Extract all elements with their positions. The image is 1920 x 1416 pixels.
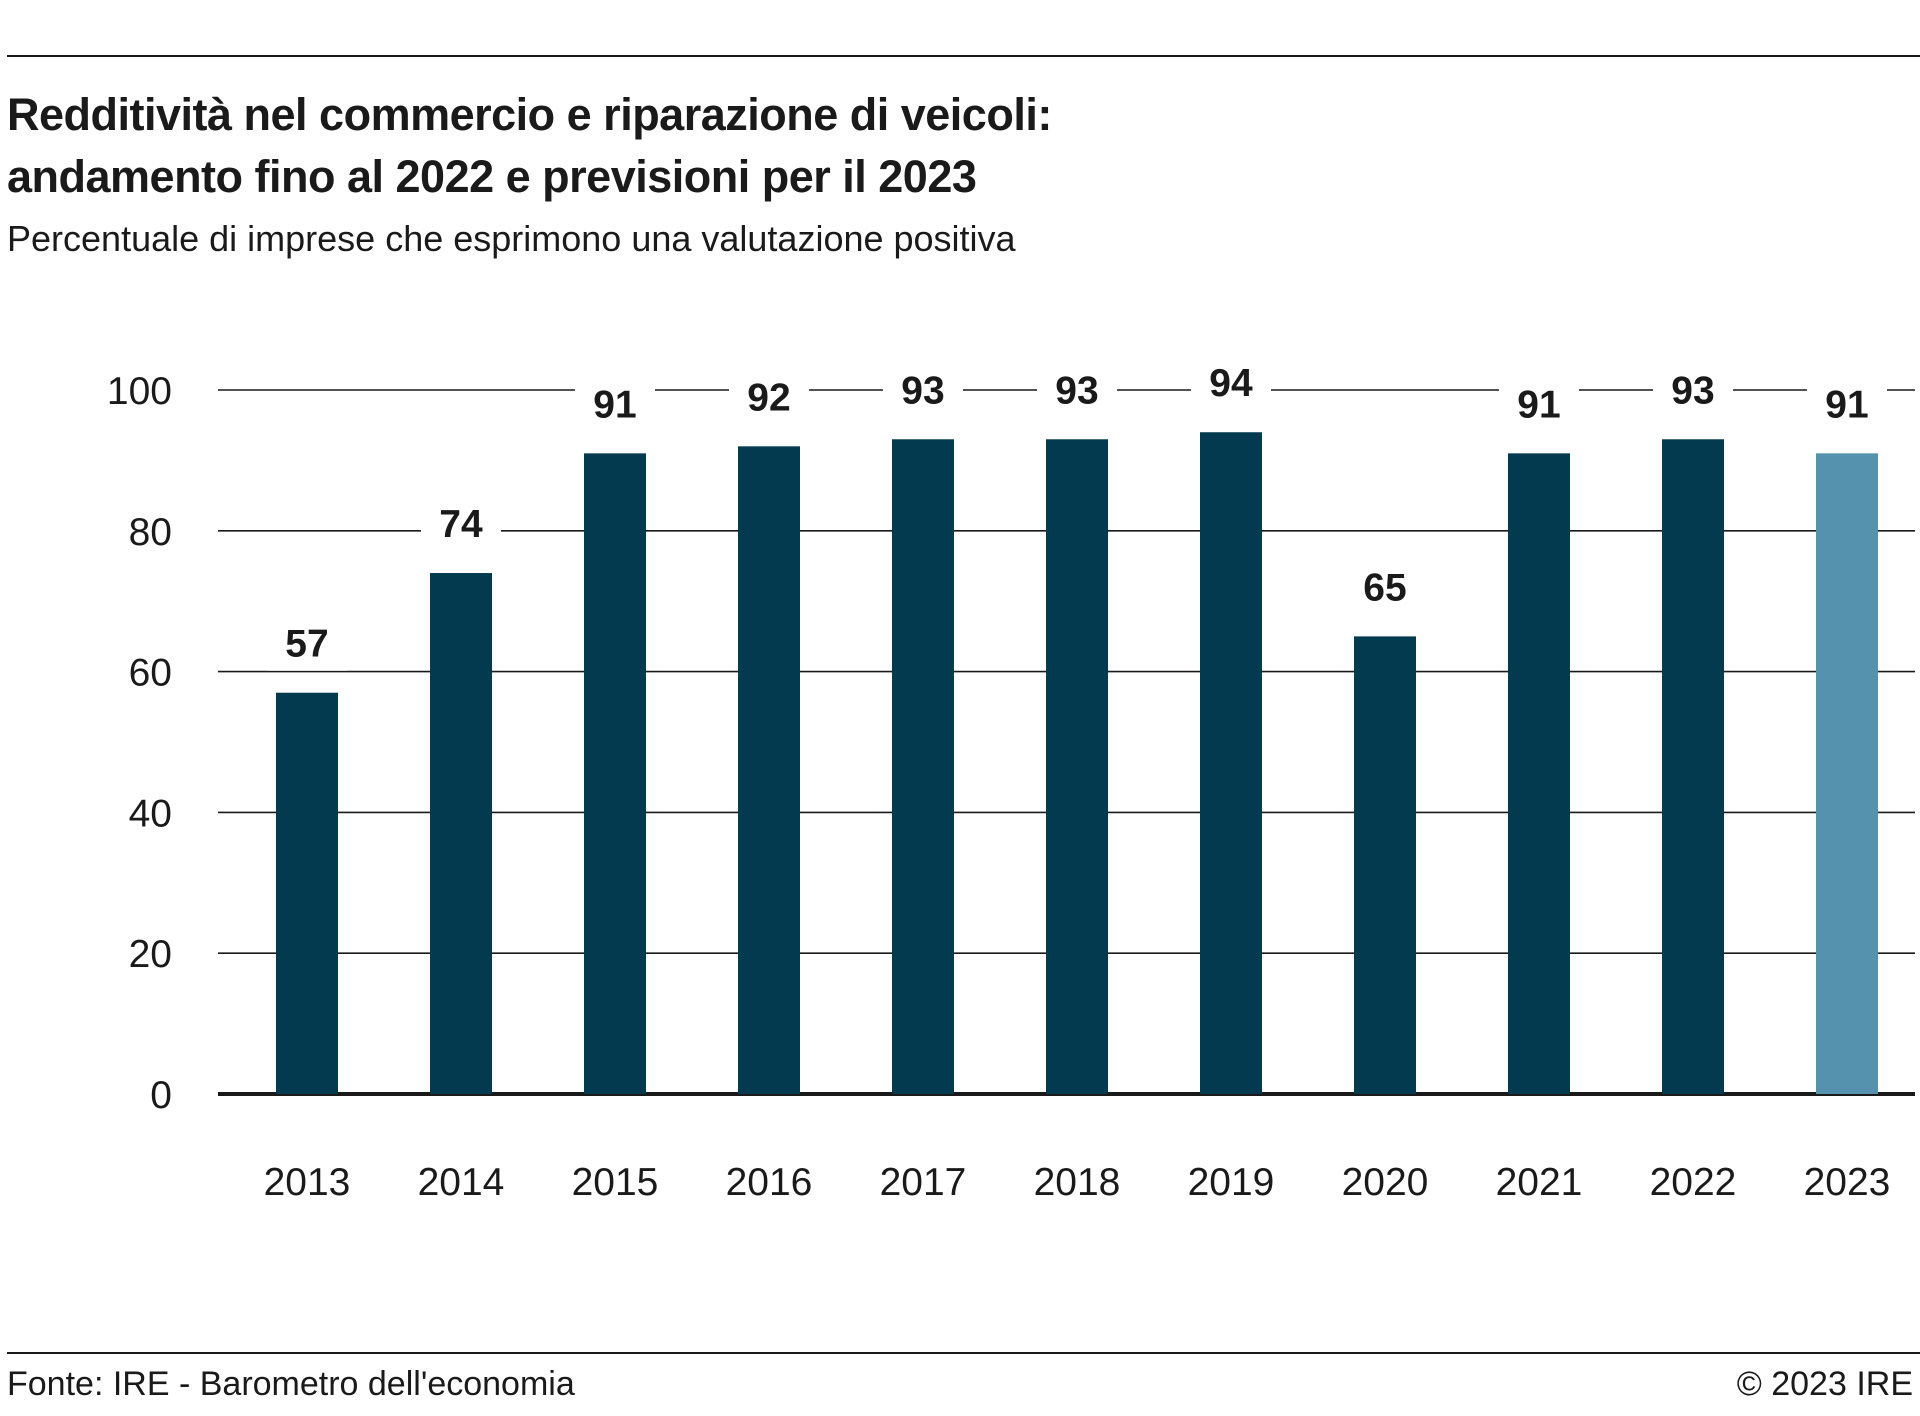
bars [276, 432, 1878, 1094]
bottom-rule [7, 1352, 1920, 1354]
bar-2020 [1354, 636, 1416, 1094]
bar-2018 [1046, 439, 1108, 1094]
y-tick-label: 0 [150, 1074, 172, 1117]
bar-2019 [1200, 432, 1262, 1094]
bar-2023 [1816, 453, 1878, 1094]
data-label-background [267, 620, 347, 671]
data-label-2021: 91 [1517, 383, 1560, 426]
y-tick-label: 40 [129, 792, 172, 835]
x-tick-label-2013: 2013 [264, 1161, 351, 1204]
bar-2015 [584, 453, 646, 1094]
source-note: Fonte: IRE - Barometro dell'economia [7, 1365, 575, 1403]
chart-title-line-2: andamento fino al 2022 e previsioni per … [7, 151, 977, 202]
y-axis-ticks: 0 20 40 60 80 100 [107, 370, 172, 1117]
data-label-background [1037, 367, 1117, 418]
x-tick-label-2022: 2022 [1650, 1161, 1737, 1204]
data-label-2020: 65 [1363, 566, 1406, 609]
bar-2017 [892, 439, 954, 1094]
y-tick-label: 20 [129, 933, 172, 976]
data-label-background [575, 381, 655, 432]
data-label-2022: 93 [1671, 369, 1714, 412]
chart-subtitle: Percentuale di imprese che esprimono una… [7, 218, 1016, 259]
data-label-background [1345, 564, 1425, 615]
data-label-background [1653, 367, 1733, 418]
x-tick-label-2021: 2021 [1496, 1161, 1583, 1204]
bar-2016 [738, 446, 800, 1094]
x-axis-ticks: 2013 2014 2015 2016 2017 2018 2019 2020 2021 2022… [264, 1161, 1891, 1204]
x-tick-label-2018: 2018 [1034, 1161, 1121, 1204]
copyright-note: © 2023 IRE [1736, 1365, 1913, 1403]
bar-2022 [1662, 439, 1724, 1094]
y-tick-label: 80 [129, 511, 172, 554]
data-label-background [729, 374, 809, 425]
data-label-2017: 93 [901, 369, 944, 412]
data-label-2023: 91 [1825, 383, 1868, 426]
x-tick-label-2014: 2014 [418, 1161, 505, 1204]
data-label-2015: 91 [593, 383, 636, 426]
data-label-background [883, 367, 963, 418]
chart-title-line-1: Redditività nel commercio e riparazione … [7, 89, 1052, 140]
bar-2014 [430, 573, 492, 1094]
x-tick-label-2015: 2015 [572, 1161, 659, 1204]
x-tick-label-2016: 2016 [726, 1161, 813, 1204]
data-label-2019: 94 [1209, 362, 1253, 405]
data-label-background [1191, 360, 1271, 411]
bar-chart: 57 74 91 92 93 93 94 65 91 93 91 0 20 40 60 80 100 2013… [107, 360, 1915, 1204]
data-label-background [1807, 381, 1887, 432]
data-label-2014: 74 [439, 503, 483, 546]
data-label-2016: 92 [747, 376, 790, 419]
x-tick-label-2023: 2023 [1804, 1161, 1891, 1204]
data-label-2013: 57 [285, 623, 328, 666]
x-tick-label-2019: 2019 [1188, 1161, 1275, 1204]
x-tick-label-2020: 2020 [1342, 1161, 1429, 1204]
y-tick-label: 60 [129, 652, 172, 695]
x-tick-label-2017: 2017 [880, 1161, 967, 1204]
bar-2013 [276, 692, 338, 1094]
data-label-2018: 93 [1055, 369, 1098, 412]
data-label-background [421, 501, 501, 552]
y-tick-label: 100 [107, 370, 172, 413]
chart-title: Redditività nel commercio e riparazione … [7, 84, 1887, 208]
bar-2021 [1508, 453, 1570, 1094]
data-labels: 57 74 91 92 93 93 94 65 91 93 91 [267, 360, 1887, 671]
data-label-background [1499, 381, 1579, 432]
top-rule [7, 55, 1920, 57]
